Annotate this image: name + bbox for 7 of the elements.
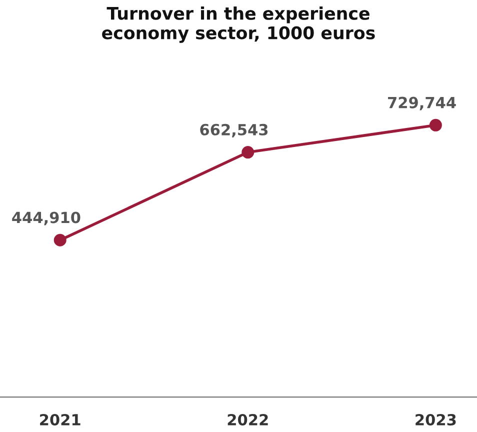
data-label: 444,910 <box>12 212 80 226</box>
x-tick-label: 2022 <box>228 414 268 426</box>
data-label: 662,543 <box>200 124 268 138</box>
x-tick-label: 2023 <box>416 414 456 426</box>
x-tick-label: 2021 <box>40 414 80 426</box>
chart-title: Turnover in the experience economy sector, 1000 euros <box>102 6 375 43</box>
data-label: 729,744 <box>388 96 456 110</box>
